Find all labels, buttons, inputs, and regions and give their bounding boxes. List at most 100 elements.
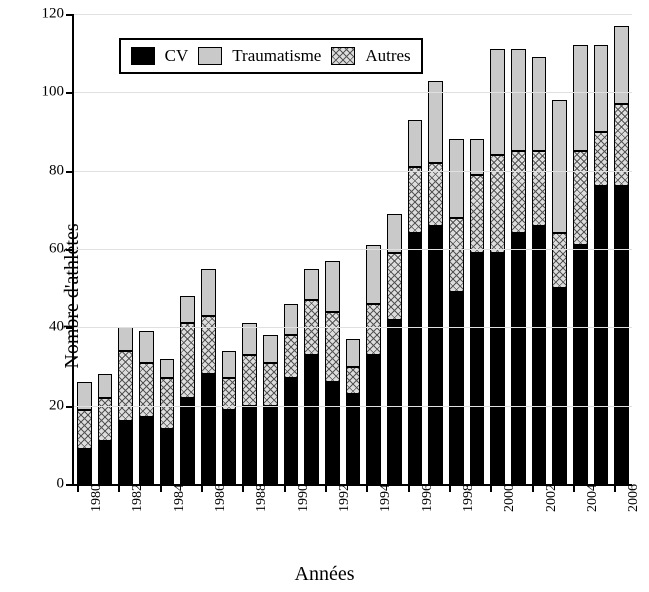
bar-segment-cv (139, 417, 154, 484)
bar-segment-aut (118, 351, 133, 422)
bar-column (160, 359, 175, 484)
bar-column (490, 49, 505, 484)
bar-segment-tra (222, 351, 237, 378)
bar-segment-cv (346, 394, 361, 484)
bar-segment-cv (304, 355, 319, 484)
bar-column (98, 374, 113, 484)
x-tick-label: 1988 (246, 484, 270, 512)
bar-segment-cv (387, 320, 402, 485)
bar-segment-tra (387, 214, 402, 253)
bar-segment-cv (470, 253, 485, 484)
bar-segment-cv (160, 429, 175, 484)
bar-segment-cv (222, 410, 237, 484)
bar-segment-aut (614, 104, 629, 186)
legend-label-aut: Autres (365, 46, 410, 66)
y-tick-label: 0 (57, 476, 75, 493)
bar-segment-cv (490, 253, 505, 484)
bar-segment-aut (98, 398, 113, 441)
x-tick (242, 484, 244, 492)
bar-column (449, 139, 464, 484)
bar-segment-tra (573, 45, 588, 151)
y-tick-label: 60 (49, 241, 74, 258)
legend-label-tra: Traumatisme (232, 46, 321, 66)
x-tick (532, 484, 534, 492)
x-tick-label: 1998 (453, 484, 477, 512)
bar-segment-aut (366, 304, 381, 355)
x-tick-label: 1986 (205, 484, 229, 512)
legend-label-cv: CV (165, 46, 189, 66)
bar-segment-tra (118, 327, 133, 351)
bar-segment-tra (284, 304, 299, 335)
bar-segment-cv (242, 406, 257, 484)
bar-segment-tra (160, 359, 175, 379)
bar-segment-aut (263, 363, 278, 406)
bar-column (614, 26, 629, 484)
bar-segment-tra (346, 339, 361, 366)
bar-segment-aut (139, 363, 154, 418)
bar-segment-cv (594, 186, 609, 484)
bar-segment-aut (573, 151, 588, 245)
bar-column (470, 139, 485, 484)
bar-segment-cv (98, 441, 113, 484)
bar-segment-cv (118, 421, 133, 484)
x-tick (614, 484, 616, 492)
bar-segment-tra (201, 269, 216, 316)
gridline (74, 171, 632, 172)
bar-segment-aut (201, 316, 216, 375)
x-tick-label: 1984 (164, 484, 188, 512)
bar-column (511, 49, 526, 484)
bar-segment-aut (325, 312, 340, 383)
y-tick-label: 20 (49, 397, 74, 414)
gridline (74, 406, 632, 407)
bar-segment-aut (511, 151, 526, 233)
x-tick (449, 484, 451, 492)
gridline (74, 14, 632, 15)
bar-segment-aut (532, 151, 547, 225)
bar-column (387, 214, 402, 484)
x-tick (160, 484, 162, 492)
bar-column (201, 269, 216, 484)
legend: CV Traumatisme Autres (119, 38, 423, 74)
bar-column (325, 261, 340, 484)
bar-column (573, 45, 588, 484)
x-tick-label: 1982 (122, 484, 146, 512)
legend-swatch-cv (131, 47, 155, 65)
y-tick-label: 40 (49, 319, 74, 336)
bar-segment-cv (201, 374, 216, 484)
plot-area: CVTraumatismeAutres 02040608010012019801… (72, 14, 632, 486)
bar-segment-cv (573, 245, 588, 484)
bar-segment-tra (490, 49, 505, 155)
x-tick-label: 1996 (412, 484, 436, 512)
bar-column (532, 57, 547, 484)
bar-segment-tra (263, 335, 278, 362)
bar-column (139, 331, 154, 484)
bar-segment-cv (366, 355, 381, 484)
x-tick (118, 484, 120, 492)
x-tick-label: 1992 (329, 484, 353, 512)
bar-column (552, 100, 567, 484)
x-tick-label: 1994 (370, 484, 394, 512)
x-tick (77, 484, 79, 492)
bar-column (594, 45, 609, 484)
bar-segment-cv (325, 382, 340, 484)
y-tick-label: 80 (49, 162, 74, 179)
bar-column (346, 339, 361, 484)
bar-segment-cv (284, 378, 299, 484)
bar-segment-aut (449, 218, 464, 292)
bar-segment-aut (470, 175, 485, 253)
x-tick-label: 2004 (577, 484, 601, 512)
bar-segment-aut (242, 355, 257, 406)
x-tick-label: 2006 (618, 484, 642, 512)
bar-segment-aut (408, 167, 423, 234)
x-tick (201, 484, 203, 492)
chart-container: Nombre d'athlètes CVTraumatismeAutres 02… (0, 0, 649, 592)
bar-segment-tra (594, 45, 609, 131)
bar-segment-aut (77, 410, 92, 449)
bar-segment-tra (325, 261, 340, 312)
bar-segment-cv (552, 288, 567, 484)
gridline (74, 92, 632, 93)
bar-segment-aut (594, 132, 609, 187)
bar-column (428, 81, 443, 484)
bar-segment-aut (284, 335, 299, 378)
y-tick-label: 100 (42, 84, 75, 101)
